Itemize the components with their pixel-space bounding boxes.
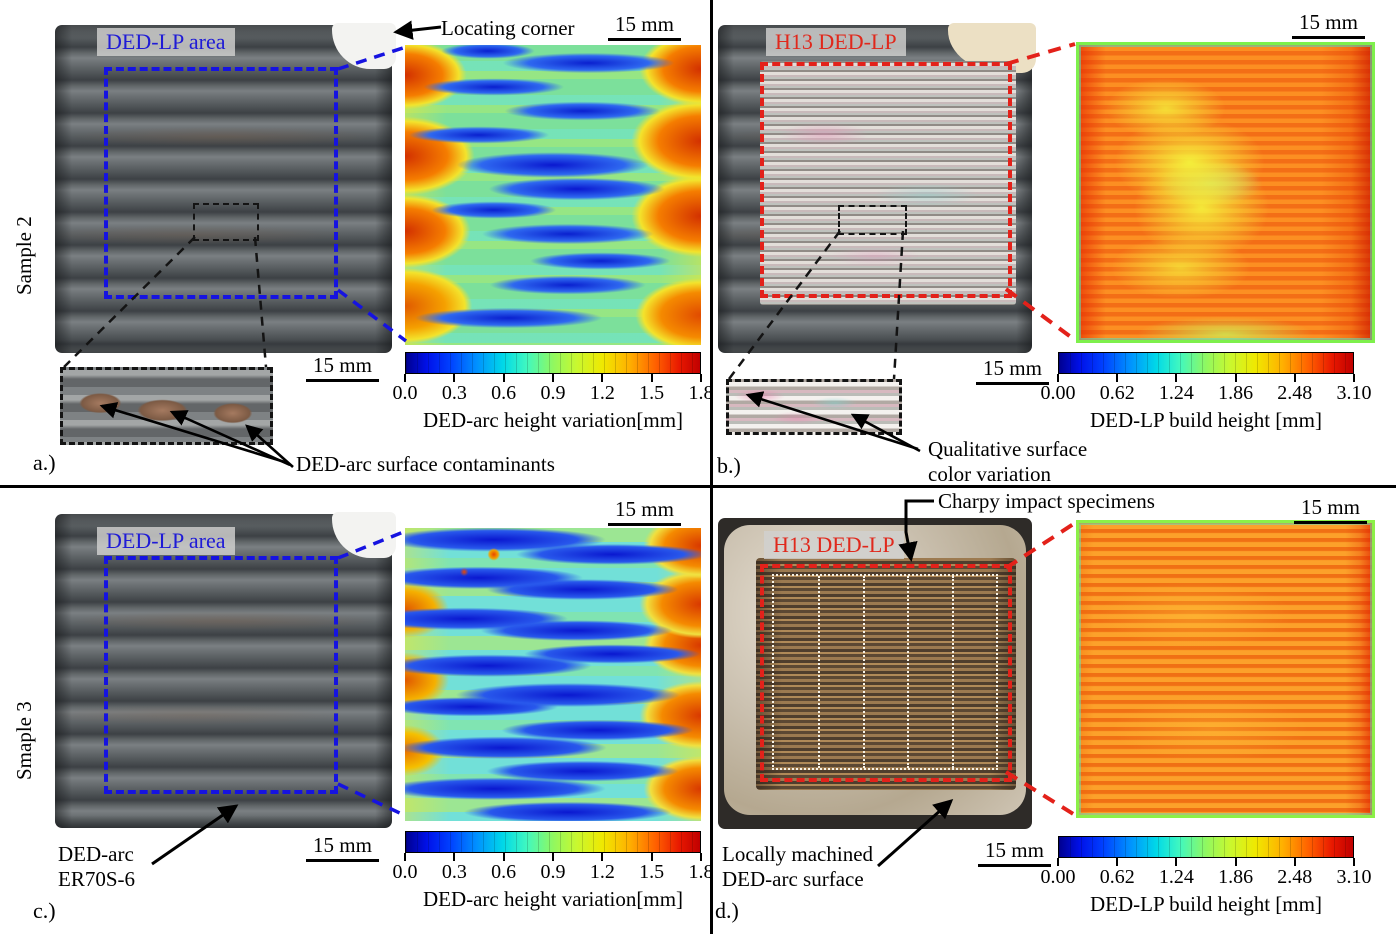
locating-corner-cutout — [332, 512, 396, 558]
colorbar-gradient-a — [405, 352, 701, 374]
wire-note-line1: DED-arc — [58, 842, 134, 866]
color-variation-note: Qualitative surface color variation — [928, 437, 1087, 487]
horizontal-divider — [0, 485, 1396, 488]
colorbar-ticks-a — [404, 374, 702, 382]
tick-label: 1.5 — [639, 382, 665, 404]
contaminants-inset-photo — [60, 367, 273, 445]
tick-label: 0.3 — [441, 382, 467, 404]
ded-lp-area-label-a: DED-LP area — [97, 28, 235, 56]
tick-label: 2.48 — [1277, 382, 1313, 404]
build-height-map-b — [1076, 42, 1375, 343]
ded-lp-area-box-c — [104, 556, 338, 794]
colorbar-title-b: DED-LP build height [mm] — [1090, 408, 1322, 432]
build-height-map-d — [1076, 520, 1375, 818]
colorbar-title-c: DED-arc height variation[mm] — [422, 887, 684, 911]
zoom-region-box-a — [193, 203, 259, 241]
scalebar-top-a: 15 mm — [608, 12, 681, 41]
zoom-region-box-b — [838, 205, 907, 235]
height-map-c — [405, 528, 701, 821]
colorbar-ticks-c — [404, 853, 702, 861]
sample-2-label: Sample 2 — [12, 216, 36, 295]
scalebar-bottom-c: 15 mm — [306, 833, 379, 862]
machined-note: Locally machined DED-arc surface — [722, 842, 873, 892]
colorbar-tick-labels-d: 0.00 0.62 1.24 1.86 2.48 3.10 — [1041, 866, 1372, 891]
sample-3-label: Smaple 3 — [12, 701, 36, 780]
scalebar-top-d: 15 mm — [1294, 495, 1367, 524]
color-variation-note-line1: Qualitative surface — [928, 437, 1088, 461]
colorbar-gradient-b — [1058, 352, 1354, 374]
tick-label: 0.6 — [491, 861, 517, 883]
tick-label: 0.62 — [1099, 382, 1135, 404]
tick-label: 0.9 — [540, 382, 566, 404]
tick-label: 1.5 — [639, 861, 665, 883]
scalebar-bottom-a: 15 mm — [306, 353, 379, 382]
colorbar-title-a: DED-arc height variation[mm] — [422, 408, 684, 432]
tick-label: 2.48 — [1277, 866, 1313, 888]
ded-lp-area-box-a — [104, 67, 338, 299]
tick-label: 1.24 — [1158, 866, 1194, 888]
tick-label: 0.9 — [540, 861, 566, 883]
tick-label: 1.24 — [1158, 382, 1194, 404]
tick-label: 1.2 — [589, 861, 615, 883]
panel-tag-a: a.) — [33, 450, 56, 475]
vertical-divider — [710, 0, 713, 934]
ded-lp-area-label-c: DED-LP area — [97, 527, 235, 555]
colorbar-gradient-c — [405, 831, 701, 853]
dedlp-build-surface — [756, 558, 1016, 790]
colorbar-c: 0.0 0.3 0.6 0.9 1.2 1.5 1.8 DED-arc heig… — [393, 831, 714, 912]
colorbar-title-d: DED-LP build height [mm] — [1090, 892, 1322, 916]
locating-corner-arrow — [393, 20, 442, 40]
colorbar-ticks-d — [1057, 858, 1355, 866]
scalebar-bottom-b: 15 mm — [976, 356, 1049, 385]
height-map-a — [405, 45, 701, 345]
tick-label: 3.10 — [1336, 866, 1372, 888]
wire-note: DED-arc ER70S-6 — [58, 842, 135, 892]
tick-label: 0.6 — [491, 382, 517, 404]
wire-note-line2: ER70S-6 — [58, 866, 136, 891]
tick-label: 3.10 — [1336, 382, 1372, 404]
colorbar-b: 0.00 0.62 1.24 1.86 2.48 3.10 DED-LP bui… — [1041, 352, 1372, 433]
tick-label: 0.00 — [1040, 866, 1076, 888]
tick-label: 0.62 — [1099, 866, 1135, 888]
locating-corner-cutout — [332, 23, 396, 69]
colorbar-a: 0.0 0.3 0.6 0.9 1.2 1.5 1.8 DED-arc heig… — [393, 352, 714, 433]
h13-dedlp-label-b: H13 DED-LP — [766, 28, 906, 56]
colorbar-tick-labels-b: 0.00 0.62 1.24 1.86 2.48 3.10 — [1041, 382, 1372, 407]
panel-tag-c: c.) — [33, 898, 56, 923]
panel-tag-d: d.) — [715, 898, 739, 923]
h13-dedlp-box-d — [760, 564, 1012, 782]
tick-label: 0.0 — [392, 861, 418, 883]
tick-label: 1.8 — [688, 861, 714, 883]
tick-label: 1.86 — [1218, 382, 1254, 404]
colorbar-gradient-d — [1058, 836, 1354, 858]
machined-note-line1: Locally machined — [722, 842, 874, 866]
tick-label: 1.86 — [1218, 866, 1254, 888]
colorbar-tick-labels-a: 0.0 0.3 0.6 0.9 1.2 1.5 1.8 — [393, 382, 714, 407]
tick-label: 1.8 — [688, 382, 714, 404]
h13-dedlp-box-b — [760, 62, 1012, 298]
color-variation-inset-photo — [726, 379, 902, 435]
locating-corner-note: Locating corner — [441, 16, 575, 40]
color-variation-note-line2: color variation — [928, 461, 1052, 486]
machined-note-line2: DED-arc surface — [722, 866, 864, 891]
scalebar-top-c: 15 mm — [608, 497, 681, 526]
contaminants-note: DED-arc surface contaminants — [296, 452, 555, 476]
tick-label: 1.2 — [589, 382, 615, 404]
photo-h13-dedlp-sample3 — [718, 518, 1032, 829]
scalebar-bottom-d: 15 mm — [978, 838, 1051, 867]
colorbar-d: 0.00 0.62 1.24 1.86 2.48 3.10 DED-LP bui… — [1041, 836, 1372, 917]
colorbar-tick-labels-c: 0.0 0.3 0.6 0.9 1.2 1.5 1.8 — [393, 861, 714, 886]
tick-label: 0.3 — [441, 861, 467, 883]
panel-tag-b: b.) — [717, 453, 741, 478]
charpy-note: Charpy impact specimens — [938, 489, 1155, 513]
charpy-specimens-grid — [772, 574, 998, 770]
tick-label: 0.0 — [392, 382, 418, 404]
tick-label: 0.00 — [1040, 382, 1076, 404]
colorbar-ticks-b — [1057, 374, 1355, 382]
h13-dedlp-label-d: H13 DED-LP — [764, 531, 904, 559]
scalebar-top-b: 15 mm — [1292, 10, 1365, 39]
